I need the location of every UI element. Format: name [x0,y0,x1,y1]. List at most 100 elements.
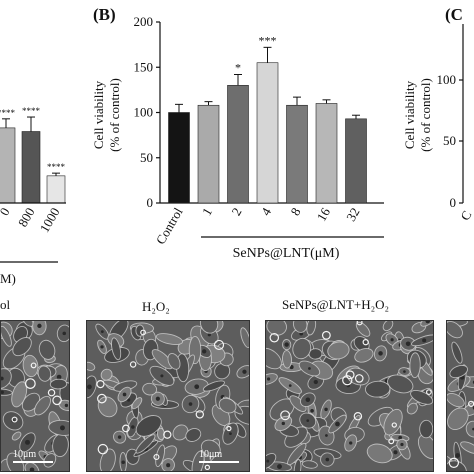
cell-nucleus [310,408,314,413]
cell-nucleus [281,421,285,426]
bright-cell [342,375,353,386]
bright-cell [204,464,211,471]
bright-cell [362,339,369,346]
micrograph-h2o2: 10μm [86,320,250,472]
panel-a: **** 0 **** 800 **** 1000 [0,106,66,235]
bright-cell [122,424,130,433]
cell [366,443,393,464]
micrograph-senps-h2o2 [265,320,434,472]
cell [34,395,51,416]
cell [131,397,143,410]
cell-nucleus [277,464,282,470]
cell-nucleus [1,376,4,381]
panel-b-ylabel-line2: (% of control) [107,78,122,152]
panel-c-ylabel-line2: (% of control) [418,78,433,152]
cell-nucleus [378,351,383,356]
cell-nucleus [202,349,207,354]
cell [100,368,113,381]
micrograph-caption-senps-h2o2: SeNPs@LNT+H₂O₂ [282,297,390,312]
cell-nucleus [131,425,135,429]
cell-nucleus [324,407,328,412]
cell [135,434,156,454]
panel-c-ytick: 0 [450,195,457,210]
panel-c-ytick: 50 [443,133,456,148]
cell [97,396,118,418]
significance-label: **** [0,108,16,118]
cell [38,339,56,360]
cell [49,378,68,390]
x-tick-label: 1000 [37,205,63,235]
bright-cell [356,321,363,326]
cell-nucleus [325,434,328,437]
y-tick-label: 50 [140,150,153,165]
cell-texture [87,321,249,471]
cell [11,431,22,441]
x-tick-label: 4 [258,205,274,219]
cell-nucleus [349,441,353,445]
micrograph-caption-h2o2: H₂O₂ [142,299,170,314]
micrograph-control: 10μm [0,320,70,472]
cell-nucleus [422,338,427,343]
cell-nucleus [242,369,247,374]
scale-bar: 10μm [199,449,239,463]
cell [460,441,474,455]
cell [191,450,205,471]
cell [266,347,282,370]
significance-label: **** [47,162,66,172]
cell-nucleus [117,435,122,439]
cell-nucleus [194,384,200,390]
cell [383,408,403,436]
bright-cell [97,443,109,455]
cell [200,439,221,458]
cell [293,459,302,471]
significance-label: * [235,60,241,74]
cell-nucleus [288,384,292,387]
cell-nucleus [284,342,289,347]
cell [43,453,57,468]
cell-nucleus [25,439,30,445]
cell-nucleus [188,402,193,406]
x-tick-label: 8 [287,205,303,218]
cell [167,353,181,370]
bright-cell [153,453,160,461]
bright-cell [345,370,355,380]
cell-nucleus [266,377,271,381]
cell [406,402,418,415]
cell [202,380,225,392]
x-tick-label: 1 [199,205,215,218]
cell-nucleus [160,374,164,378]
cell [301,460,318,469]
bright-cell [213,339,225,351]
bar [0,127,16,204]
panel-c: (C Cell viability (% of control) 100 50 … [402,5,474,223]
bright-cell [47,388,56,397]
panel-b-xgroup-label: SeNPs@LNT(μM) [233,246,340,261]
cell [292,321,308,333]
cell-nucleus [306,419,310,422]
bar [46,175,66,204]
cell-nucleus [266,459,270,463]
panel-b: (B) Cell viability (% of control) SeNPs@… [91,5,384,261]
cell [447,392,465,408]
bright-cell [97,393,107,404]
bright-cell [129,361,137,368]
cell-nucleus [335,421,340,427]
cell [447,460,467,471]
significance-label: *** [259,33,277,47]
bright-cell [353,412,363,421]
cell-nucleus [313,379,318,385]
scale-bar-label: 10μm [13,449,37,460]
bar [197,104,220,204]
cell-nucleus [62,331,67,336]
cell-texture [1,321,69,471]
scale-bar-label: 10μm [199,449,223,460]
y-tick-label: 0 [147,195,154,210]
bright-cell [140,329,146,336]
panel-c-xtick-fragment: C [457,208,474,223]
cell-nucleus [398,435,403,440]
x-tick-label: 16 [314,205,334,224]
y-tick-label: 150 [134,59,154,74]
cell-nucleus [403,370,406,373]
bright-cell [280,410,291,421]
cell-nucleus [100,345,104,349]
